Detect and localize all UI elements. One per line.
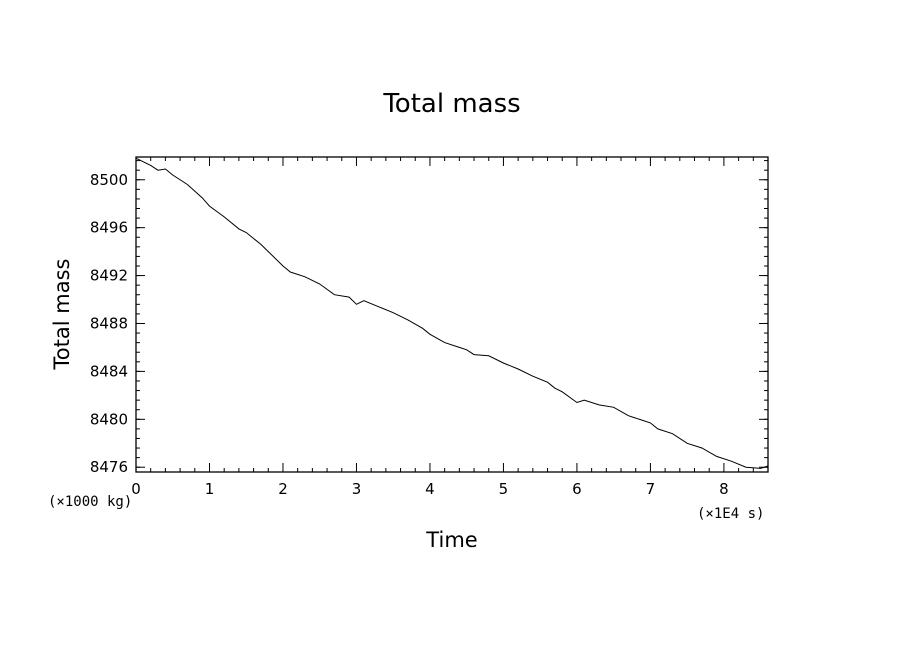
x-tick-label: 1 — [205, 480, 215, 498]
series-layer — [135, 157, 769, 469]
x-tick-label: 7 — [646, 480, 656, 498]
y-tick-label: 8496 — [90, 219, 128, 237]
y-tick-label: 8500 — [90, 171, 128, 189]
chart-title: Total mass — [382, 89, 520, 119]
tick-marks — [135, 157, 769, 472]
y-axis-title: Total mass — [50, 259, 74, 371]
x-tick-label: 6 — [572, 480, 582, 498]
y-tick-label: 8484 — [90, 362, 128, 380]
x-axis-unit: (×1E4 s) — [697, 506, 764, 522]
x-tick-label: 5 — [499, 480, 509, 498]
x-tick-label: 8 — [719, 480, 729, 498]
x-tick-label: 2 — [278, 480, 288, 498]
tick-labels: 0 1 2 3 4 5 6 7 8 8476 8480 8484 8488 8492 8496 8500 — [90, 171, 729, 498]
y-axis-unit: (×1000 kg) — [48, 494, 132, 510]
x-tick-label: 3 — [352, 480, 362, 498]
x-tick-label: 0 — [131, 480, 141, 498]
series-line-0 — [135, 157, 769, 469]
plot-frame — [135, 156, 769, 473]
y-tick-label: 8480 — [90, 410, 128, 428]
y-tick-label: 8492 — [90, 267, 128, 285]
x-tick-label: 4 — [425, 480, 435, 498]
y-tick-label: 8488 — [90, 314, 128, 332]
y-tick-label: 8476 — [90, 458, 128, 476]
x-axis-title: Time — [425, 528, 477, 552]
